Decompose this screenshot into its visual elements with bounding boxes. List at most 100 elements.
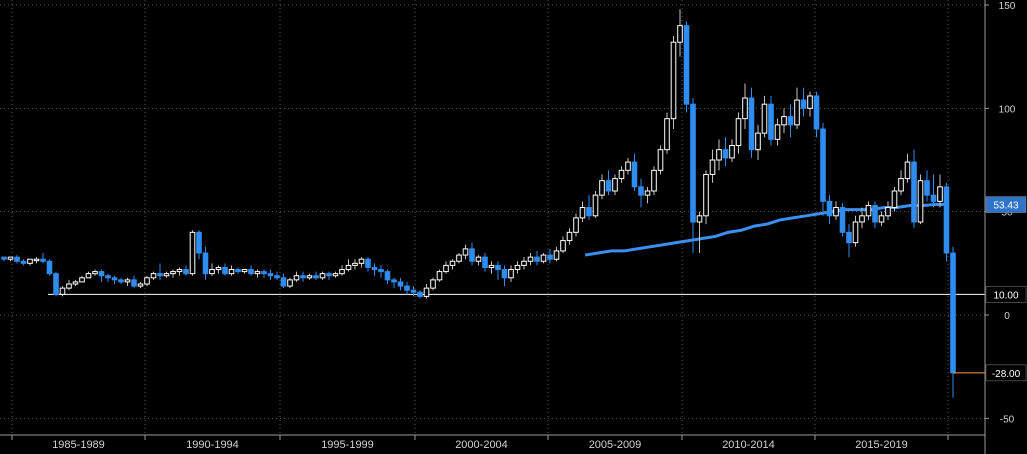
- candle-up: [430, 279, 436, 289]
- candle-up: [85, 273, 92, 279]
- candle-up: [898, 178, 904, 192]
- candle-up: [761, 103, 768, 134]
- candle-up: [176, 269, 183, 273]
- candle-up: [625, 161, 631, 171]
- candle-up: [742, 97, 748, 120]
- candle-down: [111, 277, 118, 281]
- candle-down: [534, 256, 540, 262]
- candle-up: [664, 118, 670, 151]
- candle-down: [482, 256, 488, 268]
- candle-up: [306, 275, 313, 279]
- candle-up: [579, 207, 586, 219]
- candle-up: [885, 207, 891, 217]
- candle-up: [293, 275, 300, 281]
- candle-up: [878, 215, 885, 223]
- last-value-label-text: -28.00: [992, 369, 1021, 380]
- candle-down: [280, 277, 287, 287]
- candle-down: [40, 258, 46, 262]
- candle-up: [573, 217, 579, 233]
- candle-down: [14, 256, 20, 262]
- candle-down: [722, 149, 729, 159]
- candle-up: [527, 256, 534, 262]
- ref-value-label: 10.00: [985, 286, 1027, 303]
- candle-up: [170, 271, 176, 275]
- candle-up: [488, 264, 495, 268]
- candle-down: [586, 207, 592, 217]
- candle-up: [124, 279, 131, 283]
- x-tick-label: 1985-1989: [52, 439, 105, 451]
- candle-down: [410, 289, 417, 293]
- candle-up: [241, 269, 248, 273]
- value-labels: 53.43 10.00 -28.00: [953, 196, 1027, 382]
- candle-up: [475, 256, 482, 262]
- candle-up: [852, 221, 859, 244]
- candle-up: [215, 266, 222, 271]
- candle-up: [807, 95, 813, 109]
- candle-up: [566, 231, 573, 242]
- candle-down: [202, 252, 209, 275]
- candle-up: [144, 277, 150, 285]
- candle-up: [228, 269, 235, 275]
- candle-down: [98, 271, 105, 277]
- candle-down: [820, 128, 826, 202]
- x-tick-label: 2015-2019: [855, 439, 908, 451]
- candle-up: [27, 258, 33, 264]
- candle-up: [937, 186, 943, 202]
- candle-up: [137, 283, 144, 287]
- candle-down: [300, 275, 306, 279]
- candle-up: [287, 279, 293, 287]
- y-tick-label: 0: [1004, 311, 1010, 322]
- candle-up: [508, 269, 514, 279]
- candle-up: [92, 271, 98, 275]
- candle-up: [462, 248, 469, 256]
- candle-up: [794, 99, 800, 126]
- y-tick-label: -50: [1000, 414, 1015, 425]
- candles: [1, 9, 956, 398]
- candle-down: [267, 273, 274, 277]
- candle-down: [547, 254, 553, 260]
- candle-down: [20, 260, 27, 264]
- x-tick-label: 2005-2009: [589, 439, 642, 451]
- candle-up: [833, 207, 839, 217]
- candle-down: [261, 271, 267, 275]
- candle-up: [735, 118, 742, 147]
- candle-down: [183, 269, 189, 275]
- candle-down: [501, 269, 508, 279]
- candle-up: [209, 269, 215, 275]
- candle-up: [709, 159, 716, 175]
- candle-down: [222, 266, 228, 275]
- candle-down: [748, 97, 755, 151]
- candle-down: [235, 269, 241, 273]
- candle-down: [53, 273, 59, 295]
- candle-down: [683, 25, 690, 105]
- candle-up: [917, 180, 924, 223]
- candle-down: [326, 273, 332, 277]
- ref-value-label-box: [985, 286, 1027, 303]
- candle-up: [657, 149, 664, 171]
- candle-down: [826, 200, 833, 217]
- candle-down: [839, 207, 846, 233]
- candle-down: [397, 281, 404, 287]
- candle-up: [651, 169, 657, 192]
- candle-up: [66, 283, 72, 289]
- ma-value-label-box: [985, 196, 1027, 213]
- candle-down: [638, 186, 644, 196]
- candle-down: [378, 269, 384, 273]
- candle-down: [1, 256, 7, 260]
- ma-value-label-text: 53.43: [993, 201, 1018, 212]
- candle-down: [495, 264, 501, 271]
- candle-up: [319, 273, 326, 279]
- candle-down: [469, 248, 475, 262]
- candle-up: [560, 240, 566, 252]
- candle-down: [274, 275, 280, 279]
- candle-up: [618, 169, 625, 180]
- x-axis: 1985-1989 1990-1994 1995-1999 2000-2004 2005…: [0, 434, 985, 451]
- candle-down: [313, 275, 319, 279]
- last-value-label: -28.00: [985, 364, 1027, 382]
- candle-up: [592, 194, 599, 217]
- candle-up: [904, 161, 911, 180]
- candle-down: [248, 269, 254, 275]
- candle-up: [59, 287, 66, 295]
- grid: [0, 0, 985, 435]
